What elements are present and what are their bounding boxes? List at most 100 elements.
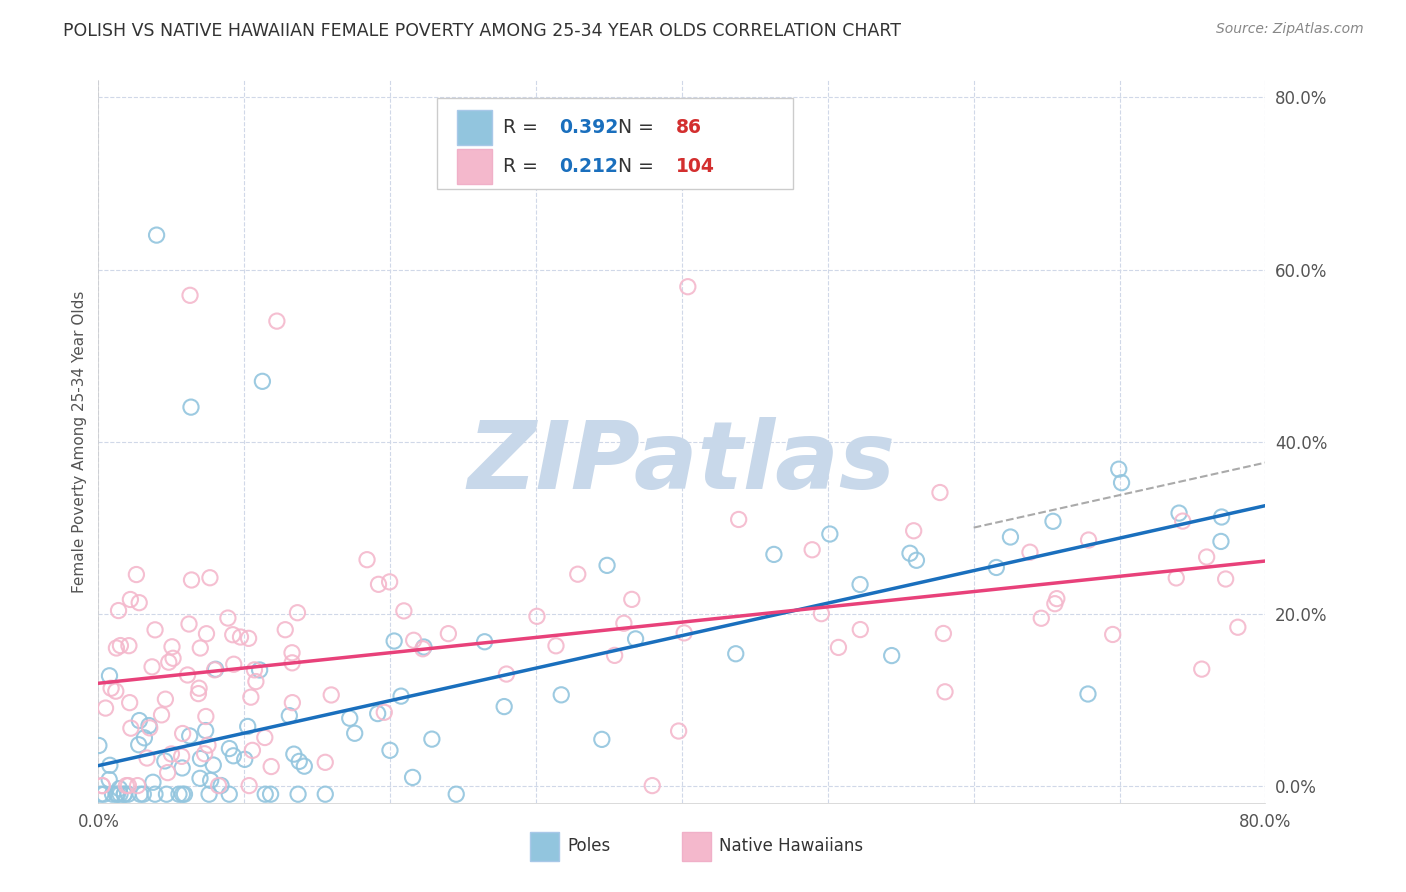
Point xyxy=(91,779,114,793)
Text: 86: 86 xyxy=(676,118,702,137)
Point xyxy=(849,623,872,637)
Point xyxy=(173,787,195,801)
Point xyxy=(222,628,245,642)
Text: N =: N = xyxy=(617,157,659,176)
Point xyxy=(673,626,696,640)
Point xyxy=(278,708,301,723)
Point xyxy=(437,626,460,640)
Point xyxy=(596,558,619,573)
Text: 0.212: 0.212 xyxy=(560,157,619,176)
Text: R =: R = xyxy=(503,157,544,176)
Point xyxy=(591,732,613,747)
Point xyxy=(188,772,211,786)
Point xyxy=(128,714,150,728)
Point xyxy=(105,640,128,655)
Point xyxy=(373,706,395,720)
Point xyxy=(880,648,903,663)
Point xyxy=(160,640,183,654)
Point xyxy=(903,524,925,538)
Point xyxy=(239,690,262,705)
Text: Source: ZipAtlas.com: Source: ZipAtlas.com xyxy=(1216,22,1364,37)
Point xyxy=(1077,533,1099,547)
Point xyxy=(150,707,173,722)
Point xyxy=(550,688,572,702)
Point xyxy=(1000,530,1022,544)
Point xyxy=(474,634,496,648)
Point xyxy=(112,787,135,801)
Point xyxy=(155,692,177,706)
Point xyxy=(321,688,343,702)
Point xyxy=(932,626,955,640)
Text: ZIPatlas: ZIPatlas xyxy=(468,417,896,509)
Point xyxy=(668,724,690,739)
Point xyxy=(259,787,281,801)
Point xyxy=(849,577,872,591)
Point xyxy=(567,567,589,582)
Point xyxy=(343,726,366,740)
Point xyxy=(613,616,636,631)
Bar xyxy=(530,831,560,861)
Point xyxy=(620,592,643,607)
Point xyxy=(339,711,361,725)
Y-axis label: Female Poverty Among 25-34 Year Olds: Female Poverty Among 25-34 Year Olds xyxy=(72,291,87,592)
Text: Poles: Poles xyxy=(568,838,610,855)
Point xyxy=(128,738,150,752)
Point xyxy=(287,787,309,801)
Point xyxy=(378,574,401,589)
Point xyxy=(190,751,212,765)
Point xyxy=(118,696,141,710)
Point xyxy=(281,656,304,670)
Point xyxy=(898,546,921,560)
Text: 0.392: 0.392 xyxy=(560,118,619,137)
Point xyxy=(112,787,135,801)
Point xyxy=(252,375,274,389)
Point xyxy=(134,731,156,745)
Point xyxy=(243,663,266,677)
Point xyxy=(194,723,217,738)
Point xyxy=(727,512,749,526)
Point xyxy=(281,696,304,710)
Point xyxy=(389,689,412,703)
Point xyxy=(202,758,225,772)
Point xyxy=(115,779,138,793)
Point xyxy=(87,739,110,753)
Point xyxy=(1166,571,1188,585)
Point xyxy=(1171,514,1194,528)
Point xyxy=(236,719,259,733)
Point xyxy=(229,630,252,644)
Point xyxy=(136,751,159,765)
Point xyxy=(194,747,217,761)
Point xyxy=(187,687,209,701)
Point xyxy=(218,787,240,801)
Point xyxy=(120,721,142,735)
Text: R =: R = xyxy=(503,118,544,137)
Point xyxy=(128,596,150,610)
Point xyxy=(810,607,832,621)
Point xyxy=(93,787,115,801)
Point xyxy=(98,772,121,787)
Point xyxy=(167,787,190,801)
Point xyxy=(238,779,260,793)
Point xyxy=(724,647,747,661)
Point xyxy=(180,400,202,414)
Point xyxy=(292,759,315,773)
Point xyxy=(156,765,179,780)
Point xyxy=(218,741,240,756)
Point xyxy=(827,640,849,655)
Point xyxy=(238,632,260,646)
Point xyxy=(986,560,1008,574)
Point xyxy=(494,699,516,714)
Point xyxy=(172,726,194,740)
Point xyxy=(209,779,232,793)
Point xyxy=(143,623,166,637)
Point xyxy=(198,571,221,585)
Point xyxy=(1031,611,1053,625)
Bar xyxy=(457,111,492,145)
Point xyxy=(401,771,423,785)
Text: POLISH VS NATIVE HAWAIIAN FEMALE POVERTY AMONG 25-34 YEAR OLDS CORRELATION CHART: POLISH VS NATIVE HAWAIIAN FEMALE POVERTY… xyxy=(63,22,901,40)
Point xyxy=(170,749,193,764)
Point xyxy=(281,646,304,660)
Bar xyxy=(457,149,492,184)
Point xyxy=(138,718,160,732)
Point xyxy=(204,663,226,677)
